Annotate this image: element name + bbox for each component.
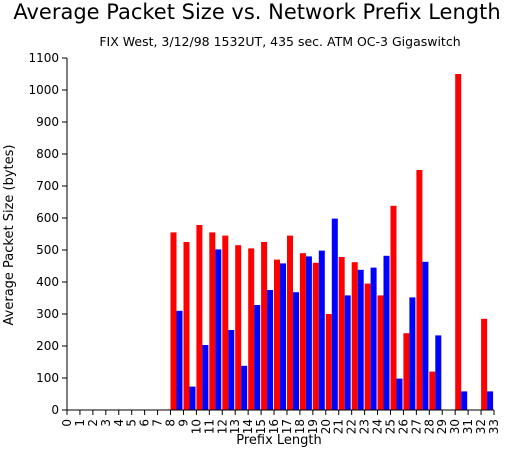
bar-series1-prefix-15: [261, 242, 268, 410]
x-tick-label: 13: [228, 419, 242, 434]
bar-series1-prefix-19: [312, 262, 319, 410]
y-tick-label: 900: [36, 115, 59, 129]
x-tick-label: 12: [215, 419, 229, 434]
x-tick-label: 32: [474, 419, 488, 434]
bar-series2-prefix-16: [280, 263, 286, 410]
y-tick-label: 500: [36, 243, 59, 257]
bar-series2-prefix-19: [318, 250, 325, 410]
x-tick-label: 22: [345, 419, 359, 434]
chart-subtitle: FIX West, 3/12/98 1532UT, 435 sec. ATM O…: [99, 34, 461, 49]
x-tick-label: 2: [86, 419, 100, 427]
bar-series1-prefix-12: [222, 235, 229, 410]
x-tick-label: 6: [138, 419, 152, 427]
x-tick-label: 23: [358, 419, 372, 434]
x-tick-label: 24: [371, 419, 385, 434]
bar-series1-prefix-25: [390, 205, 397, 410]
bar-series2-prefix-11: [215, 249, 222, 410]
bar-series2-prefix-28: [435, 335, 442, 410]
y-tick-label: 600: [36, 211, 59, 225]
y-tick-label: 1000: [28, 83, 59, 97]
x-tick-label: 14: [241, 419, 255, 434]
x-tick-label: 15: [254, 419, 268, 434]
x-tick-label: 30: [448, 419, 462, 434]
bar-series1-prefix-24: [377, 295, 384, 410]
bar-series1-prefix-13: [235, 245, 242, 410]
bar-series1-prefix-9: [183, 242, 190, 410]
bar-series1-prefix-28: [429, 371, 436, 410]
x-tick-label: 18: [293, 419, 307, 434]
x-tick-label: 33: [487, 419, 501, 434]
bar-series2-prefix-21: [344, 295, 351, 410]
x-tick-label: 17: [280, 419, 294, 434]
x-tick-label: 28: [422, 419, 436, 434]
bar-series2-prefix-12: [228, 330, 235, 410]
bar-series1-prefix-8: [170, 232, 177, 410]
y-tick-label: 700: [36, 179, 59, 193]
bar-series1-prefix-22: [351, 262, 358, 410]
bar-series2-prefix-22: [357, 269, 364, 410]
bar-series1-prefix-10: [196, 225, 203, 410]
x-tick-label: 19: [306, 419, 320, 434]
bar-series1-prefix-11: [209, 232, 216, 410]
x-tick-label: 0: [60, 419, 74, 427]
bar-series2-prefix-20: [331, 218, 338, 410]
bar-series2-prefix-17: [293, 292, 299, 410]
bar-series2-prefix-9: [189, 386, 196, 410]
x-tick-label: 21: [332, 419, 346, 434]
x-tick-label: 16: [267, 419, 281, 434]
bar-series1-prefix-14: [248, 248, 255, 410]
bar-series1-prefix-27: [416, 170, 423, 410]
x-tick-label: 25: [384, 419, 398, 434]
bar-series2-prefix-25: [396, 378, 403, 410]
y-tick-label: 0: [51, 403, 59, 417]
bar-series2-prefix-26: [409, 297, 416, 410]
y-tick-label: 300: [36, 307, 59, 321]
x-axis-label: Prefix Length: [236, 433, 322, 448]
bar-series2-prefix-23: [370, 267, 377, 410]
x-tick-label: 9: [177, 419, 191, 427]
bar-series2-prefix-8: [176, 310, 183, 410]
x-tick-label: 8: [164, 419, 178, 427]
x-tick-label: 4: [112, 419, 126, 427]
bar-series1-prefix-16: [274, 259, 280, 410]
x-tick-label: 10: [189, 419, 203, 434]
x-tick-label: 29: [435, 419, 449, 434]
bar-series2-prefix-14: [254, 305, 261, 410]
y-tick-label: 100: [36, 371, 59, 385]
bar-series2-prefix-13: [241, 365, 248, 410]
bar-series2-prefix-15: [267, 290, 274, 410]
bar-series2-prefix-32: [487, 391, 494, 410]
bar-series1-prefix-30: [455, 74, 462, 410]
y-tick-label: 1100: [28, 51, 59, 65]
bar-series1-prefix-20: [325, 314, 332, 410]
bars-group: [170, 74, 494, 410]
bar-series1-prefix-17: [287, 235, 293, 410]
x-tick-label: 27: [409, 419, 423, 434]
x-tick-label: 20: [319, 419, 333, 434]
bar-series2-prefix-24: [383, 255, 390, 410]
y-tick-label: 400: [36, 275, 59, 289]
bar-series1-prefix-23: [364, 283, 371, 410]
bar-series2-prefix-30: [461, 391, 468, 410]
bar-series2-prefix-18: [305, 256, 312, 410]
bar-series2-prefix-27: [422, 261, 429, 410]
bar-series1-prefix-18: [299, 253, 306, 410]
chart-title: Average Packet Size vs. Network Prefix L…: [13, 0, 501, 24]
x-tick-label: 26: [396, 419, 410, 434]
y-tick-label: 200: [36, 339, 59, 353]
bar-series1-prefix-32: [481, 318, 488, 410]
x-tick-label: 11: [202, 419, 216, 434]
x-tick-label: 5: [125, 419, 139, 427]
bar-series1-prefix-26: [403, 333, 410, 410]
x-tick-label: 31: [461, 419, 475, 434]
y-tick-label: 800: [36, 147, 59, 161]
bar-series2-prefix-10: [202, 345, 209, 410]
bar-series1-prefix-21: [338, 257, 345, 410]
x-tick-label: 3: [99, 419, 113, 427]
x-tick-label: 1: [73, 419, 87, 427]
x-tick-label: 7: [151, 419, 165, 427]
